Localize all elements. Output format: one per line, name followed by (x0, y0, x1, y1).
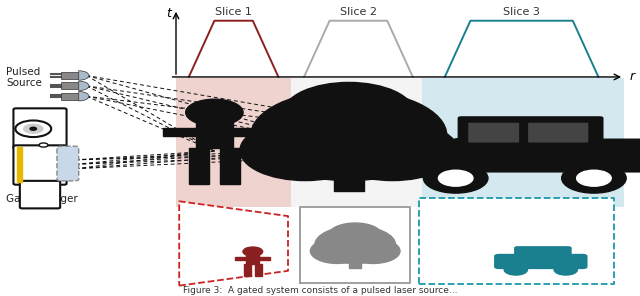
Bar (291, 78, 422, 207)
Wedge shape (79, 71, 89, 80)
Circle shape (240, 120, 371, 181)
Circle shape (504, 264, 527, 275)
FancyBboxPatch shape (514, 246, 572, 259)
FancyBboxPatch shape (13, 108, 67, 149)
FancyBboxPatch shape (57, 146, 79, 181)
FancyBboxPatch shape (404, 139, 640, 173)
Circle shape (310, 239, 364, 263)
Circle shape (424, 163, 488, 193)
Bar (176, 78, 291, 207)
Circle shape (559, 267, 572, 273)
FancyBboxPatch shape (528, 123, 588, 143)
Bar (255, 264, 262, 276)
Text: $t$: $t$ (166, 7, 173, 20)
Circle shape (186, 99, 243, 126)
FancyBboxPatch shape (494, 254, 588, 269)
Text: $r$: $r$ (629, 70, 637, 83)
FancyBboxPatch shape (458, 116, 604, 145)
Text: Slice 2: Slice 2 (340, 7, 377, 17)
FancyBboxPatch shape (13, 145, 67, 185)
Wedge shape (79, 81, 89, 91)
Bar (333, 145, 364, 191)
Circle shape (438, 170, 473, 186)
Circle shape (243, 247, 262, 256)
Circle shape (328, 223, 382, 248)
Text: Gated Imager: Gated Imager (6, 194, 78, 204)
Bar (61, 93, 79, 100)
Bar (246, 253, 259, 264)
Bar (163, 128, 196, 136)
Circle shape (346, 239, 400, 263)
Circle shape (251, 90, 447, 181)
Circle shape (577, 170, 611, 186)
Bar (259, 257, 271, 260)
Circle shape (554, 264, 577, 275)
Bar (422, 78, 624, 207)
Circle shape (562, 163, 626, 193)
Circle shape (327, 120, 458, 181)
Bar (244, 264, 251, 276)
FancyBboxPatch shape (468, 123, 519, 143)
Circle shape (284, 82, 414, 143)
Polygon shape (179, 201, 288, 286)
Bar (349, 249, 362, 268)
Text: Pulsed
Source: Pulsed Source (6, 67, 42, 88)
Circle shape (39, 143, 48, 147)
Circle shape (315, 226, 396, 263)
Circle shape (24, 124, 43, 133)
Bar (196, 117, 233, 148)
Bar (236, 257, 246, 260)
Bar (233, 128, 266, 136)
Text: Slice 1: Slice 1 (215, 7, 252, 17)
Text: Slice 3: Slice 3 (503, 7, 540, 17)
Wedge shape (79, 91, 89, 101)
Circle shape (509, 267, 522, 273)
Circle shape (15, 120, 51, 137)
Text: Figure 3:  A gated system consists of a pulsed laser source...: Figure 3: A gated system consists of a p… (183, 286, 457, 295)
Bar (189, 148, 209, 184)
Circle shape (30, 127, 36, 130)
Bar (220, 148, 240, 184)
Bar (61, 72, 79, 79)
Bar (17, 147, 22, 182)
Polygon shape (300, 207, 410, 283)
FancyBboxPatch shape (20, 181, 60, 208)
Polygon shape (419, 198, 614, 284)
Bar (61, 82, 79, 89)
